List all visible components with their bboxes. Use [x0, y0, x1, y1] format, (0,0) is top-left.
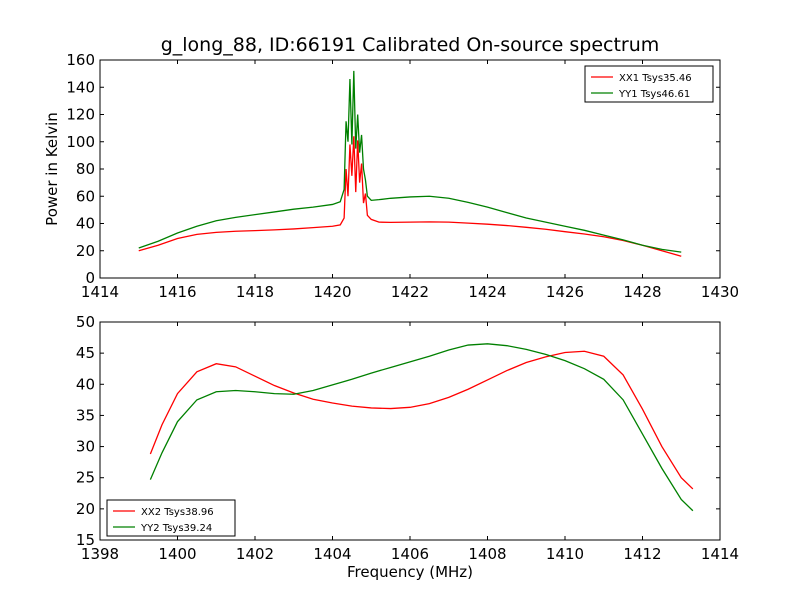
- y-tick-label: 15: [76, 531, 95, 549]
- y-tick-label: 160: [66, 51, 95, 69]
- y-tick-label: 45: [76, 344, 95, 362]
- y-tick-label: 60: [76, 187, 95, 205]
- chart-title: g_long_88, ID:66191 Calibrated On-source…: [160, 34, 660, 56]
- legend: XX1 Tsys35.46 YY1 Tsys46.61: [584, 65, 714, 103]
- x-tick-label: 1408: [468, 545, 506, 563]
- x-tick-label: 1414: [701, 545, 739, 563]
- legend-label: YY1 Tsys46.61: [618, 89, 690, 100]
- x-tick-label: 1412: [623, 545, 661, 563]
- y-tick-label: 35: [76, 406, 95, 424]
- x-tick-label: 1404: [313, 545, 351, 563]
- x-tick-label: 1424: [468, 283, 506, 301]
- legend-label: XX2 Tsys38.96: [141, 507, 214, 518]
- plot-2: 1398 1400 1402 1404 1406 1408 1410 1412 1414 15 20…: [76, 313, 739, 581]
- y-tick-label: 40: [76, 215, 95, 233]
- y-tick-label: 20: [76, 500, 95, 518]
- x-tick-label: 1430: [701, 283, 739, 301]
- y-tick-label: 100: [66, 133, 95, 151]
- y-tick-label: 140: [66, 78, 95, 96]
- y-tick-label: 120: [66, 106, 95, 124]
- series-line-2-2: [149, 343, 694, 512]
- y-axis-label: Power in Kelvin: [43, 112, 61, 226]
- legend-box: [584, 65, 714, 103]
- x-tick-label: 1402: [236, 545, 274, 563]
- series-line-1-2: [138, 70, 682, 253]
- x-tick-label: 1398: [81, 545, 119, 563]
- x-tick-label: 1418: [236, 283, 274, 301]
- y-tick-label: 40: [76, 375, 95, 393]
- series-line-2-1: [149, 350, 694, 490]
- legend-label: YY2 Tsys39.24: [140, 523, 212, 534]
- x-tick-label: 1400: [158, 545, 196, 563]
- x-tick-label: 1406: [391, 545, 429, 563]
- legend-label: XX1 Tsys35.46: [619, 73, 692, 84]
- y-tick-label: 25: [76, 469, 95, 487]
- x-tick-label: 1428: [623, 283, 661, 301]
- y-tick-label: 50: [76, 313, 95, 331]
- y-tick-label: 80: [76, 160, 95, 178]
- y-tick-label: 20: [76, 242, 95, 260]
- legend-box: [106, 499, 236, 537]
- plot-1: 1414 1416 1418 1420 1422 1424 1426 1428 1430 0 20 4…: [43, 51, 739, 301]
- x-tick-label: 1414: [81, 283, 119, 301]
- x-tick-label: 1422: [391, 283, 429, 301]
- series-line-1-1: [138, 136, 682, 257]
- x-axis-label: Frequency (MHz): [347, 563, 473, 581]
- x-tick-label: 1416: [158, 283, 196, 301]
- legend: XX2 Tsys38.96 YY2 Tsys39.24: [106, 499, 236, 537]
- x-tick-label: 1420: [313, 283, 351, 301]
- x-tick-label: 1410: [546, 545, 584, 563]
- y-tick-label: 0: [85, 269, 95, 287]
- y-tick-label: 30: [76, 438, 95, 456]
- x-tick-label: 1426: [546, 283, 584, 301]
